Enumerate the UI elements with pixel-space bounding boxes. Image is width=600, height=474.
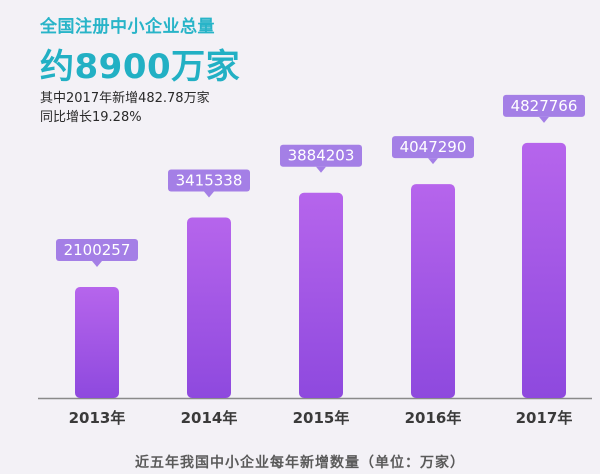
chart-caption: 近五年我国中小企业每年新增数量（单位：万家） <box>135 455 465 471</box>
x-tick-label: 2015年 <box>293 409 350 427</box>
data-label-pointer <box>539 116 549 123</box>
x-tick-label: 2013年 <box>69 409 126 427</box>
data-label-box <box>280 144 362 167</box>
x-tick-label: 2014年 <box>181 409 238 427</box>
data-label: 4047290 <box>400 138 467 156</box>
bar-2017年 <box>522 142 566 398</box>
bar-2016年 <box>411 184 455 398</box>
header-title: 全国注册中小企业总量 <box>40 17 215 37</box>
bar-2015年 <box>299 192 343 398</box>
data-label-pointer <box>92 261 102 268</box>
header-note-line1: 其中2017年新增482.78万家 <box>40 91 210 106</box>
header-total: 约8900万家 <box>40 47 241 87</box>
data-label-box <box>503 94 585 117</box>
data-label-pointer <box>204 191 214 198</box>
bar-2014年 <box>187 217 231 398</box>
header-note-line2: 同比增长19.28% <box>40 110 142 125</box>
data-label-pointer <box>316 166 326 173</box>
data-label-box <box>392 136 474 159</box>
bar-2013年 <box>75 287 119 398</box>
x-tick-label: 2016年 <box>405 409 462 427</box>
chart-header: 全国注册中小企业总量 约8900万家 其中2017年新增482.78万家 同比增… <box>40 12 240 126</box>
data-label-pointer <box>428 158 438 165</box>
data-label: 4827766 <box>511 97 578 115</box>
data-label: 3884203 <box>288 147 355 165</box>
data-label: 2100257 <box>64 241 131 259</box>
data-label-box <box>56 239 138 262</box>
data-label: 3415338 <box>176 172 243 190</box>
x-tick-label: 2017年 <box>516 409 573 427</box>
data-label-box <box>168 169 250 192</box>
